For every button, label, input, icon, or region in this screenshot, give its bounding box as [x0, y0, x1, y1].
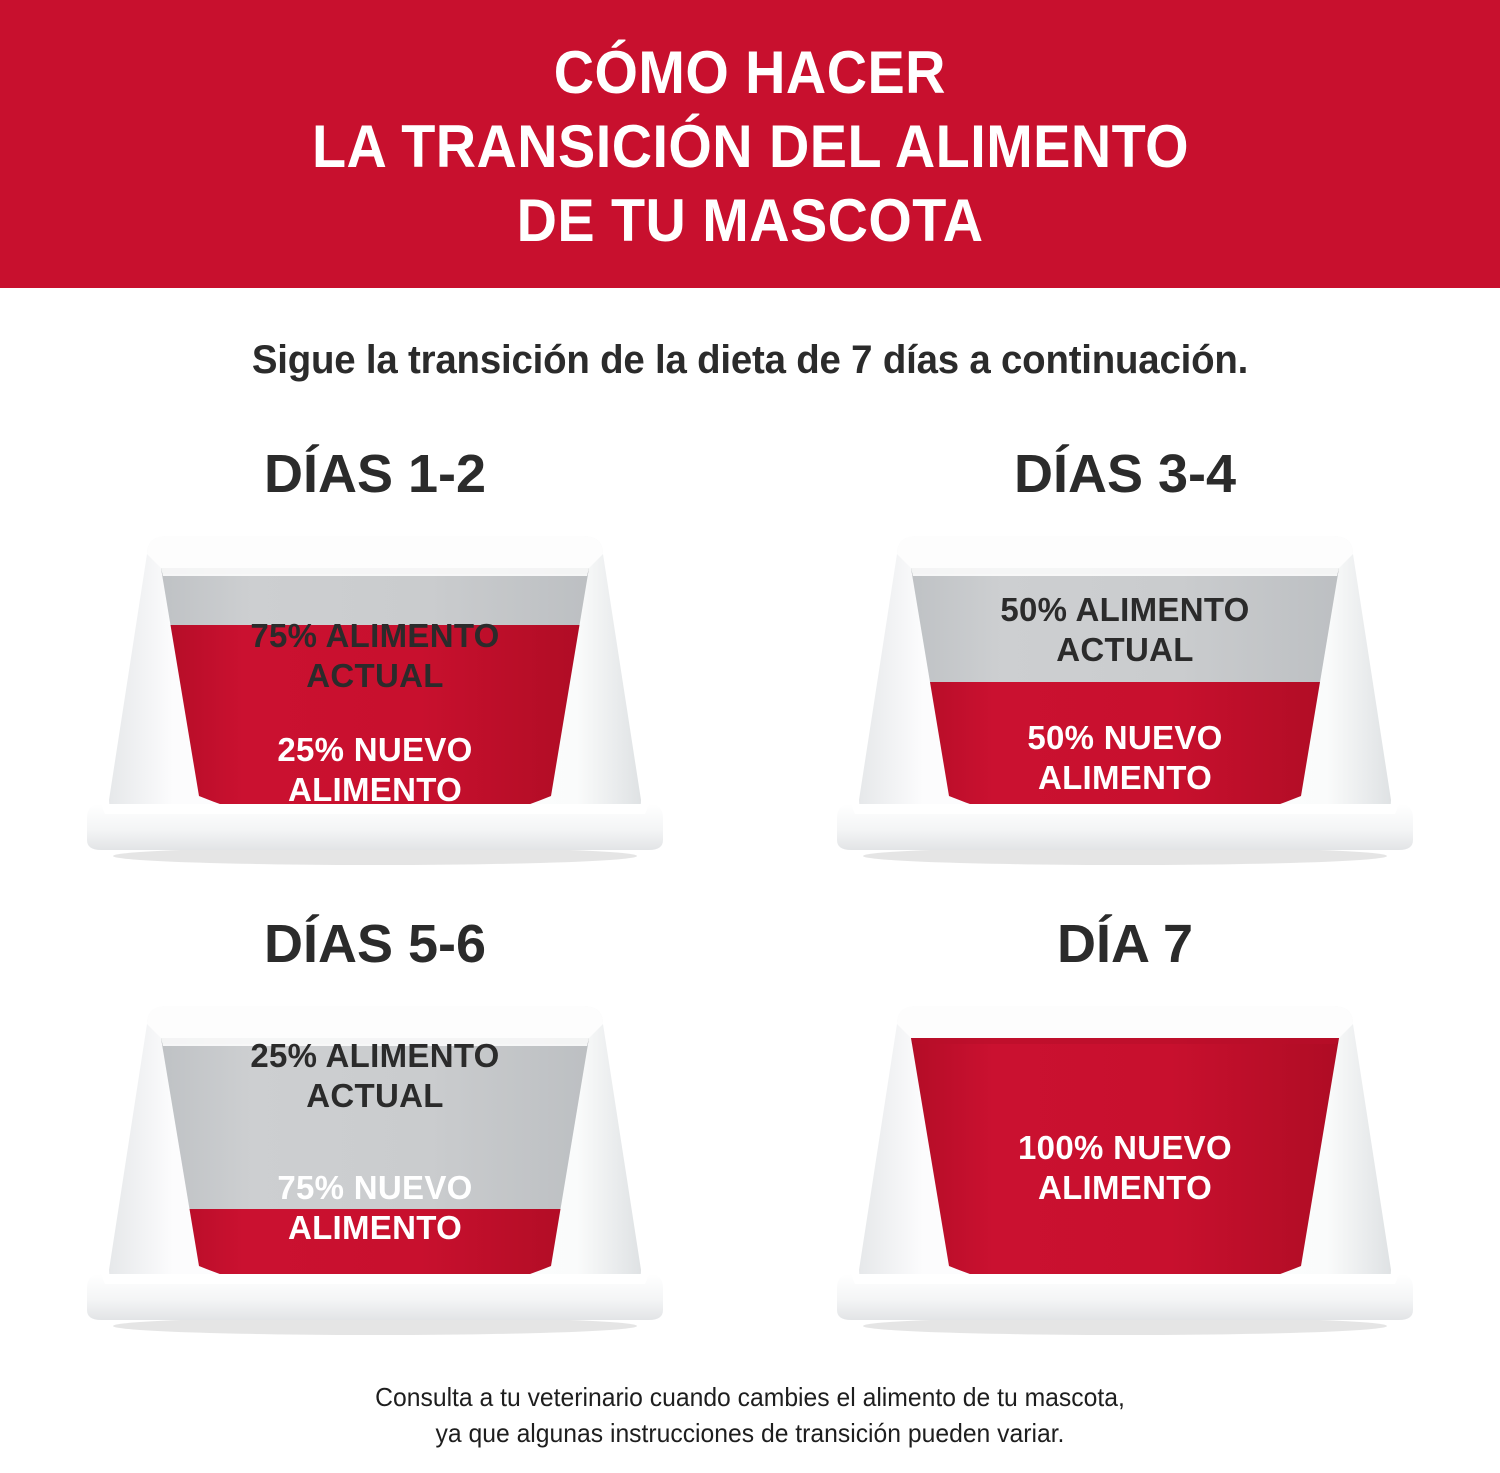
panel-title: DÍAS 3-4: [1013, 444, 1237, 504]
bowl-illustration: 100% NUEVO ALIMENTO: [805, 998, 1445, 1338]
footer-disclaimer: Consulta a tu veterinario cuando cambies…: [38, 1379, 1463, 1451]
header-title-line-1: CÓMO HACER: [553, 39, 947, 106]
header-title-line-2: LA TRANSICIÓN DEL ALIMENTO: [311, 113, 1189, 180]
panel-day-7: DÍA 7: [750, 902, 1500, 1372]
panel-title: DÍA 7: [1056, 914, 1194, 974]
bowl-grid: DÍAS 1-2: [0, 432, 1500, 1372]
header-banner: CÓMO HACER LA TRANSICIÓN DEL ALIMENTO DE…: [0, 0, 1500, 288]
header-title-line-3: DE TU MASCOTA: [516, 187, 984, 254]
bowl-illustration: 25% ALIMENTO ACTUAL 75% NUEVO ALIMENTO: [55, 998, 695, 1338]
bowl-graphic: [87, 536, 663, 865]
panel-days-5-6: DÍAS 5-6: [0, 902, 750, 1372]
panel-title: DÍAS 1-2: [263, 444, 487, 504]
bowl-graphic: [87, 1006, 663, 1335]
panel-title: DÍAS 5-6: [263, 914, 487, 974]
footer-line-1: Consulta a tu veterinario cuando cambies…: [375, 1382, 1125, 1412]
footer-line-2: ya que algunas instrucciones de transici…: [435, 1418, 1065, 1448]
bowl-illustration: 75% ALIMENTO ACTUAL 25% NUEVO ALIMENTO: [55, 528, 695, 868]
bowl-graphic: [837, 536, 1413, 865]
subtitle-text: Sigue la transición de la dieta de 7 día…: [251, 338, 1249, 382]
panel-days-1-2: DÍAS 1-2: [0, 432, 750, 902]
bowl-illustration: 50% ALIMENTO ACTUAL 50% NUEVO ALIMENTO: [805, 528, 1445, 868]
bowl-graphic: [837, 1006, 1413, 1335]
panel-days-3-4: DÍAS 3-4: [750, 432, 1500, 902]
